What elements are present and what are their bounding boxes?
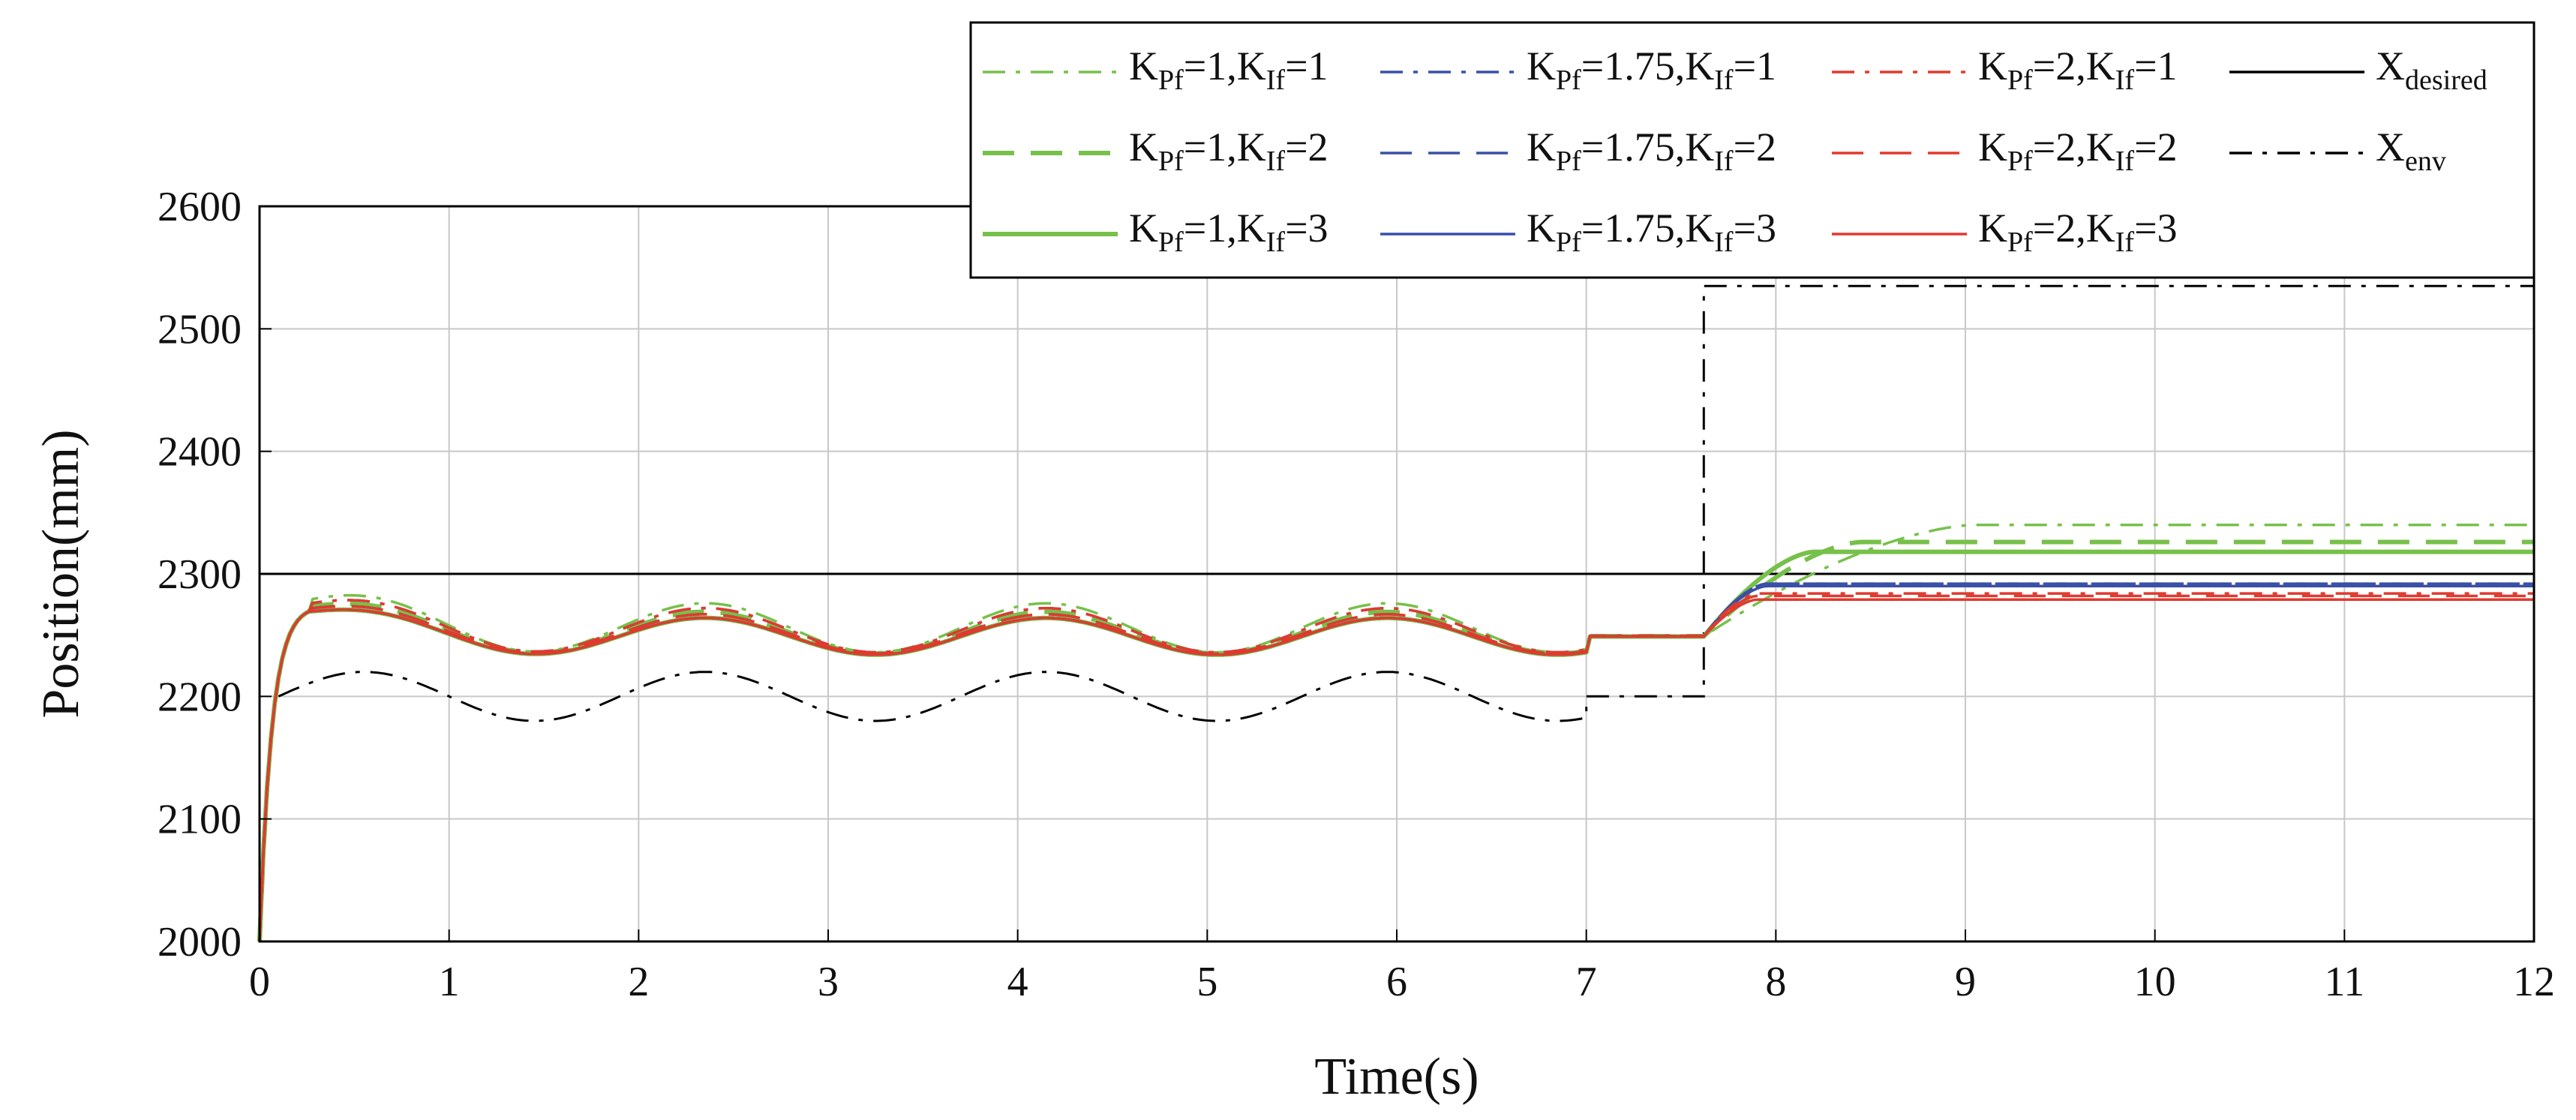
legend-label-5: KPf=1.75,KIf=3 xyxy=(1527,206,1776,258)
legend-label-part: =3 xyxy=(1285,206,1328,251)
legend-label-part: Pf xyxy=(2007,227,2033,258)
legend-label-ref-0: Xdesired xyxy=(2376,44,2487,96)
legend-label-part: If xyxy=(1714,146,1734,177)
legend-box xyxy=(969,21,2535,279)
legend-label-part: =2 xyxy=(1734,125,1776,170)
x-tick-label: 4 xyxy=(1007,959,1028,1005)
legend-label-part: K xyxy=(1129,44,1158,89)
legend-label-part: =1,K xyxy=(1184,206,1266,251)
legend-label-part: =3 xyxy=(1734,206,1776,251)
legend-label-part: =2 xyxy=(2134,125,2177,170)
legend-label-part: If xyxy=(1714,227,1734,258)
legend-label-part: Pf xyxy=(2007,146,2033,177)
legend-label-part: If xyxy=(2115,227,2135,258)
series-line-7 xyxy=(258,594,2534,942)
legend-label-part: =1 xyxy=(1734,44,1776,89)
legend-label-4: KPf=1.75,KIf=2 xyxy=(1527,125,1776,177)
series-line-6 xyxy=(258,592,2534,942)
legend: KPf=1,KIf=1KPf=1,KIf=2KPf=1,KIf=3KPf=1.7… xyxy=(969,21,2535,279)
x-tick-label: 11 xyxy=(2324,959,2364,1005)
legend-label-part: Pf xyxy=(1158,227,1184,258)
legend-label-part: Pf xyxy=(2007,65,2033,96)
legend-label-part: Pf xyxy=(1556,146,1581,177)
axis-ticks: 0 1 2 3 4 5 6 7 8 9 10 11 12200021002200230024002500… xyxy=(158,184,2555,1005)
legend-label-part: Pf xyxy=(1158,65,1184,96)
y-tick-label: 2500 xyxy=(158,306,242,353)
legend-label-part: If xyxy=(2115,146,2135,177)
y-tick-label: 2100 xyxy=(158,797,242,843)
x-tick-label: 3 xyxy=(818,959,839,1005)
legend-label-part: =3 xyxy=(2134,206,2177,251)
legend-label-1: KPf=1,KIf=2 xyxy=(1129,125,1329,177)
legend-label-part: K xyxy=(1527,44,1556,89)
legend-label-part: If xyxy=(2115,65,2135,96)
legend-label-part: env xyxy=(2405,146,2446,177)
legend-label-part: X xyxy=(2376,125,2405,170)
series-line-1 xyxy=(257,539,2534,942)
legend-label-part: =2,K xyxy=(2033,44,2115,89)
legend-label-part: K xyxy=(1527,125,1556,170)
legend-label-3: KPf=1.75,KIf=1 xyxy=(1527,44,1776,96)
x-axis-label: Time(s) xyxy=(1314,1048,1479,1106)
x-tick-label: 9 xyxy=(1955,959,1976,1005)
x-tick-label: 5 xyxy=(1196,959,1217,1005)
legend-label-part: K xyxy=(1978,206,2007,251)
legend-label-ref-1: Xenv xyxy=(2376,125,2446,177)
x-tick-label: 6 xyxy=(1386,959,1407,1005)
legend-label-part: =2,K xyxy=(2033,206,2115,251)
legend-label-part: X xyxy=(2376,44,2405,89)
y-tick-label: 2400 xyxy=(158,429,242,476)
legend-label-part: =1.75,K xyxy=(1581,206,1714,251)
legend-label-part: K xyxy=(1129,206,1158,251)
legend-label-8: KPf=2,KIf=3 xyxy=(1978,206,2178,258)
legend-label-part: Pf xyxy=(1158,146,1184,177)
legend-label-2: KPf=1,KIf=3 xyxy=(1129,206,1329,258)
plot-lines xyxy=(257,284,2534,942)
legend-label-part: K xyxy=(1527,206,1556,251)
legend-label-part: =1 xyxy=(1285,44,1328,89)
y-tick-label: 2200 xyxy=(158,674,242,720)
legend-label-part: =1 xyxy=(2134,44,2177,89)
legend-label-part: K xyxy=(1129,125,1158,170)
legend-label-part: K xyxy=(1978,125,2007,170)
y-tick-label: 2000 xyxy=(158,919,242,965)
x-env-line xyxy=(278,284,2534,722)
x-tick-label: 8 xyxy=(1765,959,1786,1005)
legend-label-part: =1.75,K xyxy=(1581,44,1714,89)
series-line-0 xyxy=(258,523,2534,942)
legend-label-7: KPf=2,KIf=2 xyxy=(1978,125,2178,177)
legend-label-part: If xyxy=(1266,65,1286,96)
legend-label-part: =2 xyxy=(1285,125,1328,170)
legend-label-part: =1,K xyxy=(1184,44,1266,89)
x-tick-label: 10 xyxy=(2134,959,2176,1005)
series-line-8 xyxy=(258,598,2534,942)
legend-label-part: K xyxy=(1978,44,2007,89)
x-tick-label: 7 xyxy=(1576,959,1597,1005)
y-tick-label: 2600 xyxy=(158,184,242,230)
y-tick-label: 2300 xyxy=(158,551,242,598)
legend-label-part: =2,K xyxy=(2033,125,2115,170)
x-tick-label: 0 xyxy=(249,959,270,1005)
x-tick-label: 12 xyxy=(2513,959,2555,1005)
legend-label-part: If xyxy=(1714,65,1734,96)
x-tick-label: 2 xyxy=(628,959,649,1005)
x-tick-label: 1 xyxy=(439,959,460,1005)
legend-label-part: =1.75,K xyxy=(1581,125,1714,170)
legend-label-part: Pf xyxy=(1556,65,1581,96)
y-axis-label: Position(mm) xyxy=(32,429,90,718)
legend-label-part: If xyxy=(1266,146,1286,177)
legend-label-part: Pf xyxy=(1556,227,1581,258)
legend-label-6: KPf=2,KIf=1 xyxy=(1978,44,2178,96)
legend-label-0: KPf=1,KIf=1 xyxy=(1129,44,1329,96)
legend-label-part: If xyxy=(1266,227,1286,258)
legend-label-part: =1,K xyxy=(1184,125,1266,170)
legend-label-part: desired xyxy=(2405,65,2487,96)
